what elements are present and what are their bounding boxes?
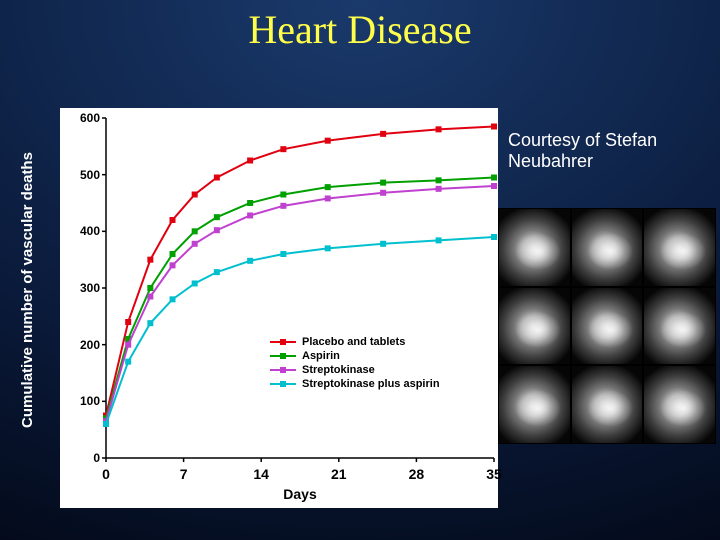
legend-swatch (270, 355, 296, 357)
title-text: Heart Disease (248, 7, 471, 52)
scan-image-cell (643, 208, 716, 287)
legend-swatch (270, 383, 296, 385)
scan-image-cell (643, 365, 716, 444)
scan-image-cell (498, 208, 571, 287)
y-tick-label: 600 (64, 111, 100, 125)
y-tick-label: 100 (64, 394, 100, 408)
chart-x-axis-label: Days (106, 486, 494, 502)
y-tick-label: 0 (64, 451, 100, 465)
chart-area: 0100200300400500600 0714212835 Days Plac… (60, 108, 498, 508)
scan-image-cell (498, 365, 571, 444)
x-tick-label: 35 (479, 466, 509, 482)
scan-image-cell (643, 287, 716, 366)
legend-label: Placebo and tablets (302, 336, 405, 348)
legend-item: Streptokinase (270, 364, 440, 376)
legend-swatch (270, 341, 296, 343)
legend-swatch (270, 369, 296, 371)
y-tick-label: 400 (64, 224, 100, 238)
x-tick-label: 28 (401, 466, 431, 482)
slide-root: Heart Disease Courtesy of Stefan Neubahr… (0, 0, 720, 540)
chart-y-axis-label: Cumulative number of vascular deaths (19, 100, 36, 480)
scan-image-cell (571, 208, 644, 287)
x-tick-label: 7 (169, 466, 199, 482)
x-tick-label: 14 (246, 466, 276, 482)
chart-plot (60, 108, 498, 508)
scan-image-cell (571, 365, 644, 444)
scan-image-grid (498, 208, 716, 444)
x-tick-label: 21 (324, 466, 354, 482)
y-tick-label: 300 (64, 281, 100, 295)
legend-item: Placebo and tablets (270, 336, 440, 348)
legend-item: Streptokinase plus aspirin (270, 378, 440, 390)
scan-image-cell (571, 287, 644, 366)
chart-legend: Placebo and tablets Aspirin Streptokinase S… (270, 336, 440, 392)
slide-title: Heart Disease (0, 6, 720, 53)
x-tick-label: 0 (91, 466, 121, 482)
legend-label: Streptokinase (302, 364, 375, 376)
legend-item: Aspirin (270, 350, 440, 362)
y-tick-label: 500 (64, 168, 100, 182)
y-tick-label: 200 (64, 338, 100, 352)
credit-text: Courtesy of Stefan Neubahrer (508, 130, 720, 172)
scan-image-cell (498, 287, 571, 366)
legend-label: Aspirin (302, 350, 340, 362)
legend-label: Streptokinase plus aspirin (302, 378, 440, 390)
